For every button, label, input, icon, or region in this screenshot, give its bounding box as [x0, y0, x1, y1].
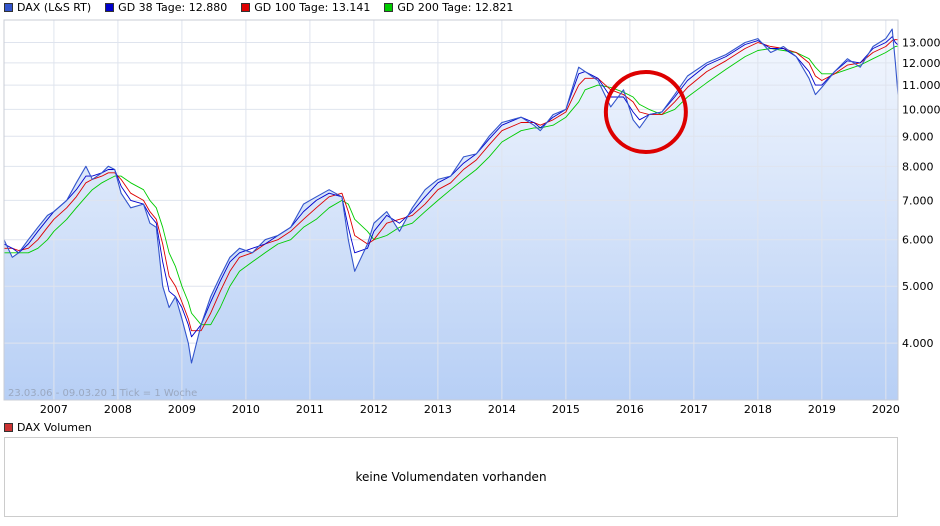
x-tick-label: 2008	[104, 403, 132, 416]
legend-swatch	[384, 2, 394, 12]
y-tick-label: 11.000	[902, 79, 940, 92]
range-info: 23.03.06 - 09.03.20 1 Tick = 1 Woche	[8, 388, 197, 399]
volume-legend-swatch	[4, 423, 13, 432]
y-tick-label: 9.000	[902, 130, 934, 143]
chart-legend: DAX (L&S RT) GD 38 Tage: 12.880 GD 100 Tag…	[4, 0, 527, 14]
y-tick-label: 13.000	[902, 37, 940, 50]
y-tick-label: 8.000	[902, 160, 934, 173]
series-line-0	[3, 28, 899, 364]
x-tick-label: 2011	[296, 403, 324, 416]
x-tick-label: 2009	[168, 403, 196, 416]
legend-swatch	[105, 2, 115, 12]
y-tick-label: 10.000	[902, 103, 940, 116]
price-area-fill	[4, 29, 898, 400]
x-tick-label: 2018	[744, 403, 772, 416]
x-tick-label: 2010	[232, 403, 260, 416]
x-tick-label: 2017	[680, 403, 708, 416]
y-tick-label: 4.000	[902, 337, 934, 350]
y-tick-label: 5.000	[902, 280, 934, 293]
plot-border	[3, 19, 899, 401]
legend-label: DAX (L&S RT)	[17, 0, 92, 14]
x-tick-label: 2016	[616, 403, 644, 416]
x-tick-label: 2007	[40, 403, 68, 416]
legend-label: GD 100 Tage: 13.141	[254, 0, 371, 14]
legend-label: GD 200 Tage: 12.821	[397, 0, 514, 14]
legend-label: GD 38 Tage: 12.880	[118, 0, 228, 14]
legend-swatch	[4, 2, 13, 12]
series-line-3	[4, 45, 899, 326]
y-tick-label: 6.000	[902, 234, 934, 247]
series-line-1	[3, 36, 899, 338]
volume-legend: DAX Volumen	[4, 421, 92, 434]
volume-panel: keine Volumendaten vorhanden	[4, 437, 898, 517]
legend-swatch	[241, 2, 251, 12]
y-tick-label: 12.000	[902, 57, 940, 70]
x-tick-label: 2013	[424, 403, 452, 416]
legend-item: GD 38 Tage: 12.880	[105, 1, 227, 14]
x-tick-label: 2019	[808, 403, 836, 416]
x-tick-label: 2014	[488, 403, 516, 416]
x-tick-label: 2020	[872, 403, 900, 416]
x-tick-label: 2015	[552, 403, 580, 416]
legend-item: DAX (L&S RT)	[4, 1, 91, 14]
legend-item: GD 200 Tage: 12.821	[384, 1, 513, 14]
volume-legend-label: DAX Volumen	[17, 421, 92, 434]
y-tick-label: 7.000	[902, 194, 934, 207]
highlight-circle	[603, 69, 688, 154]
legend-item: GD 100 Tage: 13.141	[241, 1, 370, 14]
volume-empty-message: keine Volumendaten vorhanden	[355, 470, 547, 484]
price-chart: 4.000 5.000 6.000 7.000 8.000 9.000 10.000 11.0…	[3, 19, 940, 416]
x-tick-label: 2012	[360, 403, 388, 416]
